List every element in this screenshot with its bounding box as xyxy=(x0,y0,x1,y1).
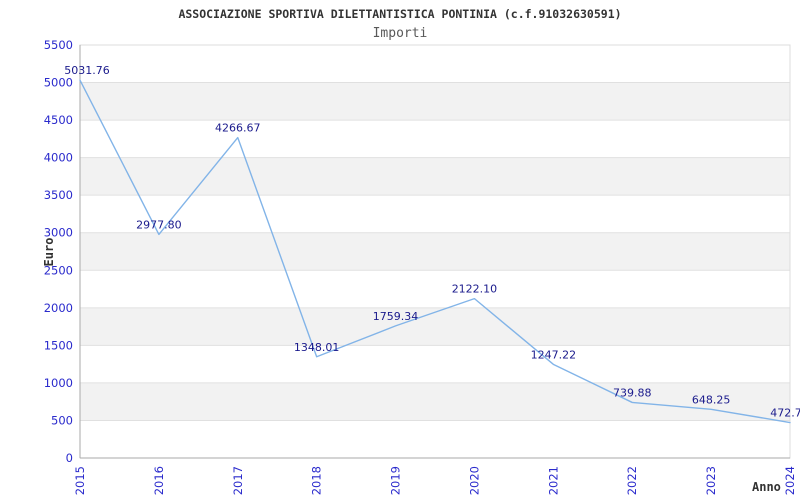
y-tick-label: 2500 xyxy=(44,263,73,277)
plot-band xyxy=(80,82,790,121)
data-point-label: 648.25 xyxy=(692,393,731,406)
x-tick-label: 2015 xyxy=(73,466,87,495)
x-axis-title: Anno xyxy=(752,480,781,494)
x-tick-label: 2020 xyxy=(467,466,481,495)
data-point-label: 1247.22 xyxy=(531,348,577,361)
chart-title: ASSOCIAZIONE SPORTIVA DILETTANTISTICA PO… xyxy=(178,7,622,21)
data-point-label: 5031.76 xyxy=(64,64,110,77)
y-tick-label: 500 xyxy=(51,413,73,427)
data-point-label: 739.88 xyxy=(613,386,652,399)
plot-band xyxy=(80,232,790,271)
y-tick-label: 4500 xyxy=(44,113,73,127)
data-line xyxy=(79,79,791,424)
x-tick-label: 2018 xyxy=(310,466,324,495)
y-tick-label: 4000 xyxy=(44,151,73,165)
y-tick-label: 3000 xyxy=(44,226,73,240)
y-tick-label: 1500 xyxy=(44,338,73,352)
data-point-label: 1759.34 xyxy=(373,310,419,323)
y-tick-label: 1000 xyxy=(44,376,73,390)
data-point-label: 1348.01 xyxy=(294,341,340,354)
x-tick-label: 2023 xyxy=(704,466,718,495)
chart-subtitle: Importi xyxy=(372,26,428,41)
data-point-label: 472.7 xyxy=(770,407,800,420)
x-tick-label: 2021 xyxy=(546,466,560,495)
plot-band xyxy=(80,307,790,346)
y-tick-label: 5500 xyxy=(44,38,73,52)
y-tick-label: 2000 xyxy=(44,301,73,315)
y-axis-title: Euro xyxy=(42,237,56,267)
plot-band xyxy=(80,382,790,421)
plot-band xyxy=(80,157,790,196)
data-point-label: 2122.10 xyxy=(452,283,498,296)
y-tick-label: 5000 xyxy=(44,76,73,90)
x-tick-label: 2024 xyxy=(783,466,797,495)
data-point-label: 2977.80 xyxy=(136,218,182,231)
x-tick-label: 2017 xyxy=(231,466,245,495)
data-point-label: 4266.67 xyxy=(215,122,261,135)
y-tick-label: 0 xyxy=(66,451,73,465)
x-tick-label: 2022 xyxy=(625,466,639,495)
x-tick-label: 2019 xyxy=(389,466,403,495)
y-tick-label: 3500 xyxy=(44,188,73,202)
x-tick-label: 2016 xyxy=(152,466,166,495)
